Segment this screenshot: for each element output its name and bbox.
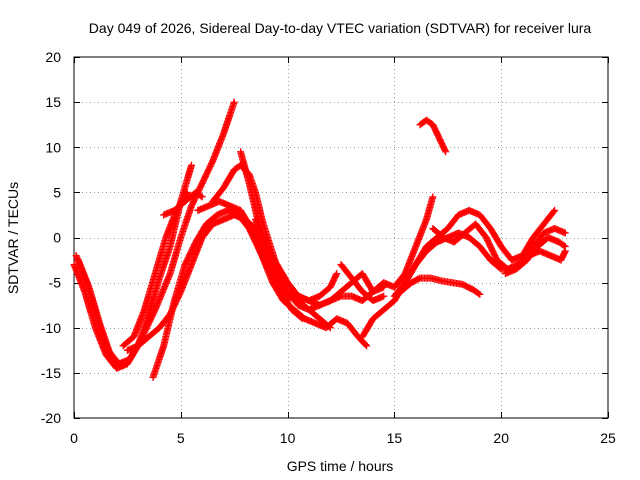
data-point: [198, 193, 206, 201]
series-sat-track-7: [160, 188, 206, 219]
data-point: [475, 289, 483, 297]
y-tick-label: 0: [53, 230, 61, 246]
data-point: [182, 190, 190, 198]
y-tick-label: -15: [41, 365, 61, 381]
chart-title: Day 049 of 2026, Sidereal Day-to-day VTE…: [89, 20, 592, 36]
series-sat-track-19: [501, 234, 569, 278]
data-point: [362, 341, 370, 349]
data-point: [561, 243, 569, 251]
x-tick-label: 5: [177, 430, 185, 446]
data-point: [561, 229, 569, 237]
data-point: [550, 208, 558, 216]
y-tick-label: -5: [49, 275, 62, 291]
series-sat-track-14: [358, 206, 559, 341]
x-tick-label: 10: [280, 430, 296, 446]
y-tick-label: -10: [41, 320, 61, 336]
data-point: [380, 292, 388, 300]
y-tick-label: -20: [41, 410, 61, 426]
data-point: [476, 290, 484, 298]
series-sat-track-17: [416, 116, 450, 156]
data-point: [560, 242, 568, 250]
y-axis-label: SDTVAR / TECUs: [5, 182, 21, 294]
data-point: [551, 206, 559, 214]
data-point: [197, 192, 205, 200]
data-point: [333, 270, 341, 278]
x-tick-label: 15: [387, 430, 403, 446]
data-point: [442, 148, 450, 156]
data-point: [230, 98, 238, 106]
data-point: [363, 342, 371, 350]
y-tick-label: 5: [53, 184, 61, 200]
y-tick-label: 10: [45, 139, 61, 155]
series-sat-track-13: [337, 261, 388, 305]
plot-frame: [73, 56, 609, 419]
y-tick-label: 15: [45, 94, 61, 110]
x-axis-label: GPS time / hours: [287, 458, 394, 474]
series-sat-track-12: [273, 261, 341, 305]
series-sat-track-16: [397, 274, 484, 298]
series-sat-track-4: [119, 188, 191, 350]
data-point: [429, 193, 437, 201]
axis-ticks: 0 5 10 15 20 25 -20 -15 -10 -5 0 5 10 15 20: [41, 49, 616, 446]
series-sat-track-3: [74, 256, 131, 370]
series-sat-track-8: [194, 197, 371, 350]
data-point: [123, 358, 131, 366]
data-points: [70, 98, 569, 381]
x-tick-label: 20: [493, 430, 509, 446]
series-sat-track-18: [429, 220, 569, 273]
y-tick-label: 20: [45, 49, 61, 65]
data-point: [187, 161, 195, 169]
data-point: [122, 359, 130, 367]
x-tick-label: 25: [600, 430, 616, 446]
x-tick-label: 0: [70, 430, 78, 446]
data-point: [183, 188, 191, 196]
